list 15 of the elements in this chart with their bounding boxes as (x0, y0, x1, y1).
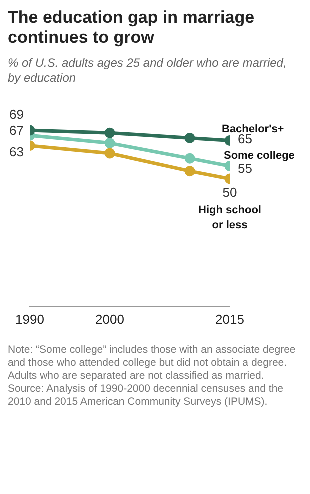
x-tick-label: 2000 (96, 312, 124, 327)
text: Note: “Some college” includes those with an associate degree and those who attended college but did not obtain a degree. Adults who are separated are not classified as married. (8, 344, 297, 383)
series-label: Some college (224, 150, 295, 162)
data-label: 50 (222, 185, 238, 200)
data-label: 67 (10, 123, 24, 138)
data-label: 55 (238, 160, 252, 176)
data-label: 63 (10, 144, 24, 160)
series-label: Bachelor's+ (222, 123, 284, 136)
data-label: 69 (10, 107, 24, 122)
chart-subtitle: % of U.S. adults ages 25 and older who are married, by education (8, 56, 288, 86)
x-tick-label: 2015 (216, 312, 244, 327)
chart-title: The education gap in marriage continues to grow (8, 8, 256, 48)
x-tick-label: 1990 (16, 312, 44, 327)
source-note: Source: Analysis of 1990-2000 decennial censuses and the 2010 and 2015 American Community Surveys (IPUMS). (8, 383, 285, 409)
text: High school or less (198, 204, 262, 232)
